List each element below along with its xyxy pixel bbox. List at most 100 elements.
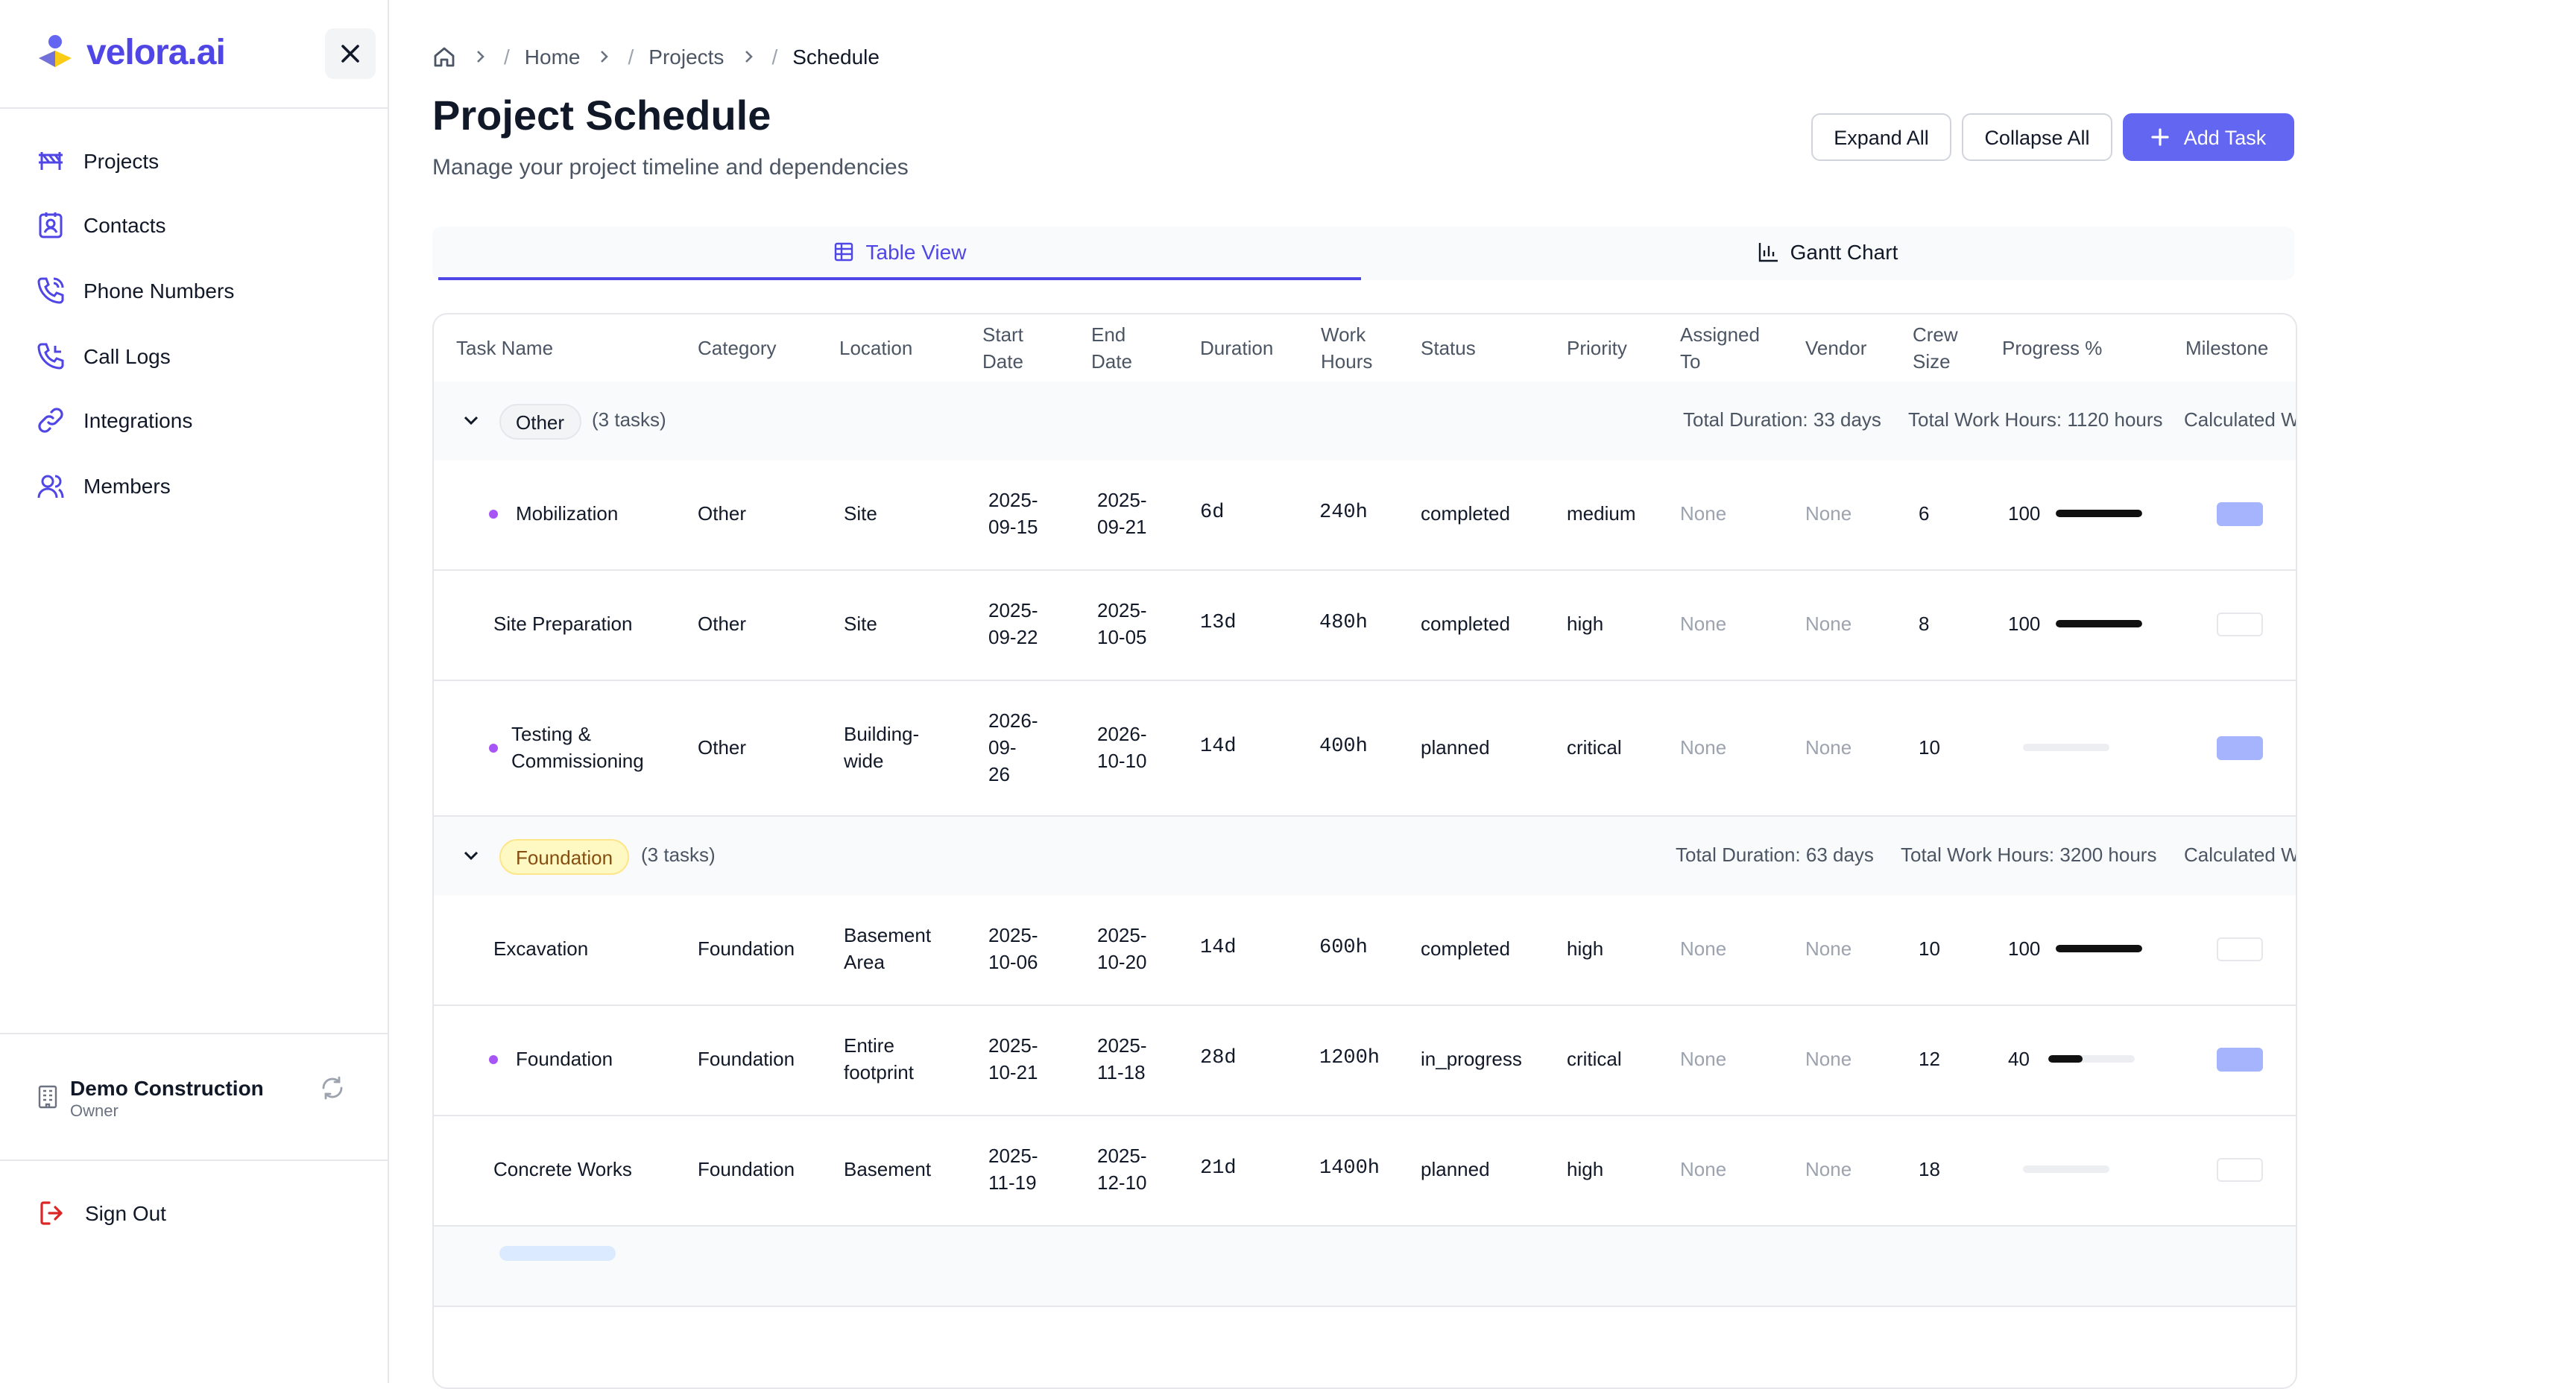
- sidebar-item-phone-numbers[interactable]: Phone Numbers: [0, 258, 388, 323]
- tab-table-view[interactable]: Table View: [438, 227, 1361, 280]
- group-row-next[interactable]: [434, 1227, 2296, 1307]
- sign-out-icon: [40, 1201, 63, 1225]
- column-header-work-hours[interactable]: Work Hours: [1321, 322, 1372, 376]
- group-total-hours: Total Work Hours: 3200 hours: [1901, 844, 2157, 866]
- task-category: Foundation: [698, 937, 795, 960]
- tab-gantt-chart[interactable]: Gantt Chart: [1367, 227, 2288, 277]
- sign-out-label: Sign Out: [85, 1201, 166, 1225]
- members-icon: [37, 475, 64, 498]
- column-header-category[interactable]: Category: [698, 337, 777, 359]
- breadcrumb: / Home / Projects / Schedule: [432, 45, 880, 69]
- task-category: Other: [698, 502, 747, 525]
- task-priority: high: [1567, 1158, 1604, 1180]
- task-vendor: None: [1805, 1048, 1852, 1070]
- group-row-other[interactable]: Other (3 tasks) Total Duration: 33 days …: [434, 382, 2296, 462]
- milestone-toggle[interactable]: [2217, 1048, 2263, 1072]
- sidebar-item-members[interactable]: Members: [0, 453, 388, 518]
- task-end-date: 2026- 10-10: [1097, 721, 1147, 775]
- task-name: Testing & Commissioning: [511, 721, 644, 775]
- sidebar-item-call-logs[interactable]: Call Logs: [0, 323, 388, 388]
- name-line: Commissioning: [511, 750, 644, 772]
- milestone-toggle[interactable]: [2217, 502, 2263, 526]
- logo[interactable]: velora.ai: [36, 33, 226, 75]
- task-vendor: None: [1805, 1158, 1852, 1180]
- task-vendor: None: [1805, 736, 1852, 759]
- task-name: Site Preparation: [493, 613, 633, 635]
- column-header-duration[interactable]: Duration: [1200, 337, 1274, 359]
- add-task-button[interactable]: Add Task: [2123, 113, 2294, 161]
- task-category: Other: [698, 736, 747, 759]
- critical-path-dot: [489, 510, 498, 519]
- column-header-crew-size[interactable]: Crew Size: [1913, 322, 1958, 376]
- column-header-status[interactable]: Status: [1421, 337, 1476, 359]
- task-category: Other: [698, 613, 747, 635]
- column-header-start-date[interactable]: Start Date: [982, 322, 1023, 376]
- table-row[interactable]: Foundation Foundation Entire footprint 20…: [434, 1006, 2296, 1116]
- sidebar-item-integrations[interactable]: Integrations: [0, 388, 388, 453]
- task-assigned-to: None: [1680, 613, 1727, 635]
- category-badge: Foundation: [499, 839, 630, 875]
- progress-bar: [2048, 1055, 2135, 1063]
- plus-icon: [2151, 128, 2169, 146]
- chevron-down-icon[interactable]: [461, 410, 482, 431]
- task-status: completed: [1421, 502, 1510, 525]
- table-row[interactable]: Concrete Works Foundation Basement 2025-…: [434, 1116, 2296, 1227]
- column-header-priority[interactable]: Priority: [1567, 337, 1627, 359]
- close-sidebar-button[interactable]: [325, 28, 376, 79]
- column-header-milestone[interactable]: Milestone: [2185, 337, 2269, 359]
- date-line: 10-06: [988, 951, 1038, 973]
- group-row-foundation[interactable]: Foundation (3 tasks) Total Duration: 63 …: [434, 817, 2296, 897]
- task-name: Mobilization: [516, 502, 619, 525]
- task-location: Building-wide: [844, 721, 919, 775]
- sidebar-item-label: Integrations: [83, 408, 193, 433]
- progress-fill: [2056, 945, 2142, 952]
- milestone-toggle[interactable]: [2217, 613, 2263, 636]
- table-row[interactable]: Testing & Commissioning Other Building-wi…: [434, 681, 2296, 817]
- column-header-location[interactable]: Location: [839, 337, 913, 359]
- sidebar: velora.ai Projects Contacts Phone Number…: [0, 0, 389, 1383]
- tab-label: Table View: [865, 240, 967, 264]
- task-location: Entire footprint: [844, 1033, 914, 1086]
- date-line: 26: [988, 763, 1010, 785]
- task-category: Foundation: [698, 1048, 795, 1070]
- date-line: 2025-: [988, 1145, 1038, 1167]
- expand-all-button[interactable]: Expand All: [1811, 113, 1951, 161]
- column-header-assigned-to[interactable]: Assigned To: [1680, 322, 1760, 376]
- column-header-task-name[interactable]: Task Name: [456, 337, 554, 359]
- header-line: Work: [1321, 323, 1366, 346]
- header-line: Size: [1913, 350, 1951, 373]
- critical-path-dot: [489, 744, 498, 753]
- column-header-progress[interactable]: Progress %: [2002, 337, 2103, 359]
- task-name: Concrete Works: [493, 1158, 632, 1180]
- milestone-toggle[interactable]: [2217, 937, 2263, 961]
- date-line: 09-22: [988, 626, 1038, 648]
- sidebar-item-contacts[interactable]: Contacts: [0, 193, 388, 258]
- sidebar-item-projects[interactable]: Projects: [0, 128, 388, 193]
- milestone-toggle[interactable]: [2217, 736, 2263, 760]
- collapse-all-button[interactable]: Collapse All: [1962, 113, 2112, 161]
- column-header-vendor[interactable]: Vendor: [1805, 337, 1867, 359]
- task-work-hours: 400h: [1319, 736, 1368, 759]
- date-line: 2025-: [1097, 489, 1147, 511]
- breadcrumb-separator: /: [628, 45, 634, 69]
- breadcrumb-projects[interactable]: Projects: [648, 45, 724, 69]
- header-line: Hours: [1321, 350, 1373, 373]
- home-icon[interactable]: [432, 45, 456, 69]
- close-icon: [341, 45, 359, 63]
- task-crew-size: 8: [1919, 613, 1930, 635]
- milestone-toggle[interactable]: [2217, 1158, 2263, 1182]
- chevron-down-icon[interactable]: [461, 845, 482, 866]
- name-line: Testing &: [511, 723, 591, 745]
- date-line: 10-10: [1097, 750, 1147, 772]
- logo-text: velora.ai: [86, 33, 226, 73]
- column-header-end-date[interactable]: End Date: [1091, 322, 1132, 376]
- task-crew-size: 10: [1919, 736, 1940, 759]
- refresh-icon[interactable]: [318, 1073, 347, 1103]
- table-row[interactable]: Mobilization Other Site 2025- 09-15 2025-…: [434, 461, 2296, 571]
- table-row[interactable]: Site Preparation Other Site 2025- 09-22 2…: [434, 571, 2296, 681]
- table-row[interactable]: Excavation Foundation Basement Area 2025-…: [434, 896, 2296, 1006]
- organization-switcher[interactable]: Demo Construction Owner: [0, 1033, 388, 1161]
- sign-out-button[interactable]: Sign Out: [37, 1198, 166, 1228]
- date-line: 09-15: [988, 516, 1038, 538]
- breadcrumb-home[interactable]: Home: [524, 45, 581, 69]
